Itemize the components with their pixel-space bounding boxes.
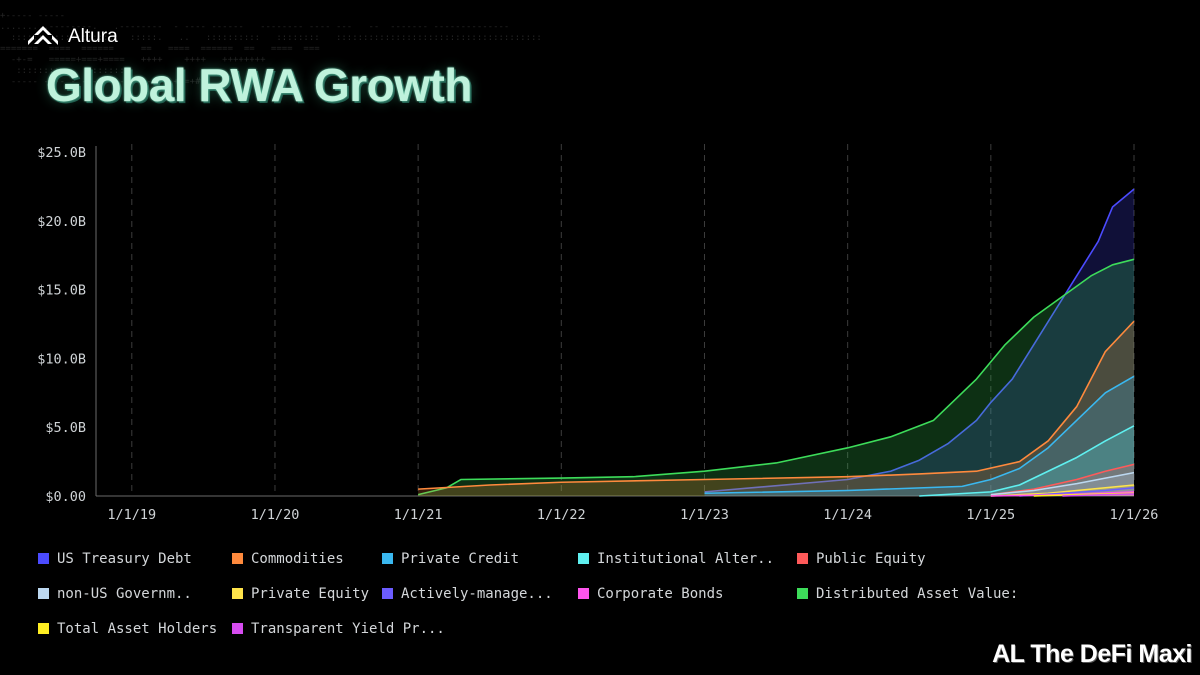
series-0 bbox=[704, 188, 1135, 497]
series-line bbox=[1062, 493, 1135, 497]
series-line bbox=[418, 320, 1135, 490]
legend-swatch bbox=[797, 588, 808, 599]
legend-label: Public Equity bbox=[816, 550, 926, 567]
legend-label: non-US Governm.. bbox=[57, 585, 192, 602]
legend-label: US Treasury Debt bbox=[57, 550, 192, 567]
legend-label: Institutional Alter.. bbox=[597, 550, 775, 567]
series-area bbox=[418, 259, 1134, 496]
x-tick-label: 1/1/23 bbox=[680, 507, 729, 523]
legend-swatch bbox=[38, 588, 49, 599]
legend-item[interactable]: Transparent Yield Pr... bbox=[232, 618, 445, 639]
legend-swatch bbox=[232, 553, 243, 564]
series-area bbox=[704, 189, 1134, 497]
x-tick-label: 1/1/22 bbox=[537, 507, 586, 523]
legend-swatch bbox=[578, 553, 589, 564]
area-chart: 1/1/19 1/1/20 1/1/21 1/1/22 1/1/23 1/1/24 1/1/… bbox=[37, 144, 1159, 523]
legend-label: Private Equity bbox=[251, 585, 370, 602]
legend-item[interactable]: Actively-manage... bbox=[382, 583, 578, 604]
y-tick-label: $0.00 bbox=[45, 489, 86, 505]
series-line bbox=[704, 375, 1135, 495]
legend-item[interactable]: Total Asset Holders bbox=[38, 618, 232, 639]
legend-swatch bbox=[578, 588, 589, 599]
series-1 bbox=[418, 320, 1135, 496]
x-tick-label: 1/1/20 bbox=[251, 507, 300, 523]
legend-label: Total Asset Holders bbox=[57, 620, 218, 637]
series-line bbox=[990, 463, 1135, 496]
x-tick-label: 1/1/24 bbox=[823, 507, 872, 523]
legend-item[interactable]: Public Equity bbox=[797, 548, 1037, 569]
x-tick-label: 1/1/21 bbox=[394, 507, 443, 523]
legend-item[interactable]: Private Equity bbox=[232, 583, 382, 604]
legend-item[interactable]: Distributed Asset Value: bbox=[797, 583, 1037, 604]
series-line bbox=[919, 425, 1135, 497]
x-tick-label: 1/1/19 bbox=[107, 507, 156, 523]
legend-swatch bbox=[38, 553, 49, 564]
legend-label: Private Credit bbox=[401, 550, 520, 567]
brand: Altura bbox=[26, 24, 118, 50]
y-tick-label: $20.0B bbox=[37, 214, 86, 230]
series-area bbox=[990, 472, 1134, 496]
legend-label: Actively-manage... bbox=[401, 585, 553, 602]
series-2 bbox=[704, 375, 1135, 496]
series-area bbox=[704, 376, 1134, 496]
y-tick-label: $15.0B bbox=[37, 283, 86, 299]
series-11 bbox=[1062, 493, 1135, 497]
series-9 bbox=[417, 258, 1135, 496]
legend-label: Corporate Bonds bbox=[597, 585, 724, 602]
altura-chevron-logo-icon bbox=[28, 26, 58, 45]
chart-title: Global RWA Growth bbox=[46, 59, 472, 111]
brand-name: Altura bbox=[68, 26, 118, 47]
series-area bbox=[418, 321, 1134, 496]
legend-label: Commodities bbox=[251, 550, 344, 567]
series-line bbox=[990, 471, 1135, 496]
series-line bbox=[417, 258, 1135, 496]
x-tick-label: 1/1/26 bbox=[1110, 507, 1159, 523]
y-tick-label: $25.0B bbox=[37, 145, 86, 161]
legend-item[interactable]: Commodities bbox=[232, 548, 382, 569]
series-line bbox=[990, 484, 1135, 497]
x-tick-label: 1/1/25 bbox=[966, 507, 1015, 523]
legend-label: Distributed Asset Value: bbox=[816, 585, 1019, 602]
series-5 bbox=[990, 471, 1135, 496]
legend-swatch bbox=[232, 623, 243, 634]
legend-swatch bbox=[232, 588, 243, 599]
legend-item[interactable]: non-US Governm.. bbox=[38, 583, 232, 604]
legend-item[interactable]: US Treasury Debt bbox=[38, 548, 232, 569]
legend-item[interactable]: Institutional Alter.. bbox=[578, 548, 797, 569]
legend-swatch bbox=[38, 623, 49, 634]
legend-item[interactable]: Private Credit bbox=[382, 548, 578, 569]
y-tick-label: $5.0B bbox=[45, 420, 86, 436]
chart-legend: US Treasury Debt Commodities Private Credi… bbox=[38, 548, 1138, 639]
legend-label: Transparent Yield Pr... bbox=[251, 620, 445, 637]
legend-swatch bbox=[382, 553, 393, 564]
series-line bbox=[704, 188, 1135, 493]
legend-item[interactable]: Corporate Bonds bbox=[578, 583, 797, 604]
legend-swatch bbox=[797, 553, 808, 564]
legend-swatch bbox=[382, 588, 393, 599]
watermark: AL The DeFi Maxi bbox=[992, 640, 1192, 668]
y-tick-label: $10.0B bbox=[37, 351, 86, 367]
